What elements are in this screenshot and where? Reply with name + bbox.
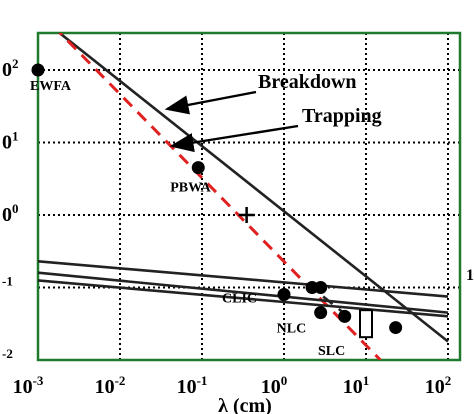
range-box-marker bbox=[359, 309, 373, 339]
annotation-arrow bbox=[169, 124, 299, 153]
right-edge-label: 1 bbox=[466, 267, 474, 284]
annotation-trapping: Trapping bbox=[302, 105, 382, 127]
x-tick-label: 10-3 bbox=[13, 373, 44, 398]
series-line bbox=[38, 259, 449, 298]
x-axis-label: λ (cm) bbox=[218, 395, 272, 414]
point-label-pbwa: PBWA bbox=[170, 181, 211, 196]
data-point bbox=[314, 306, 328, 320]
y-tick-label: 01 bbox=[2, 129, 19, 154]
annotation-arrow bbox=[164, 90, 257, 115]
x-tick-label: 10-1 bbox=[177, 373, 208, 398]
y-tick-label: -1 bbox=[2, 274, 13, 289]
x-tick-label: 10-2 bbox=[95, 373, 126, 398]
data-point bbox=[191, 161, 205, 175]
series-line bbox=[38, 271, 449, 314]
point-label-slc: SLC bbox=[318, 344, 345, 359]
data-point bbox=[389, 321, 403, 335]
annotations: Breakdown Trapping bbox=[164, 71, 382, 153]
point-label-ewfa: EWFA bbox=[30, 79, 72, 94]
point-label-clic: CLIC bbox=[222, 292, 257, 307]
series-lines bbox=[38, 33, 449, 360]
data-point bbox=[314, 281, 328, 294]
point-labels: EWFA PBWA CLIC NLC SLC bbox=[30, 79, 345, 359]
line-breakdown bbox=[57, 33, 449, 343]
plus-marker bbox=[238, 207, 255, 223]
x-tick-label: 101 bbox=[343, 373, 370, 398]
y-tick-label: 00 bbox=[2, 201, 19, 226]
x-tick-label: 102 bbox=[425, 373, 452, 398]
data-point bbox=[277, 288, 291, 302]
data-point bbox=[31, 63, 45, 77]
series-line bbox=[38, 279, 449, 318]
point-label-nlc: NLC bbox=[277, 322, 307, 337]
data-point bbox=[338, 309, 352, 323]
data-points bbox=[31, 63, 403, 339]
plot-frame bbox=[36, 31, 462, 362]
y-tick-label: -2 bbox=[2, 346, 13, 361]
dashed-segment bbox=[322, 295, 355, 322]
annotation-breakdown: Breakdown bbox=[258, 71, 357, 93]
y-tick-label: 02 bbox=[2, 56, 19, 81]
